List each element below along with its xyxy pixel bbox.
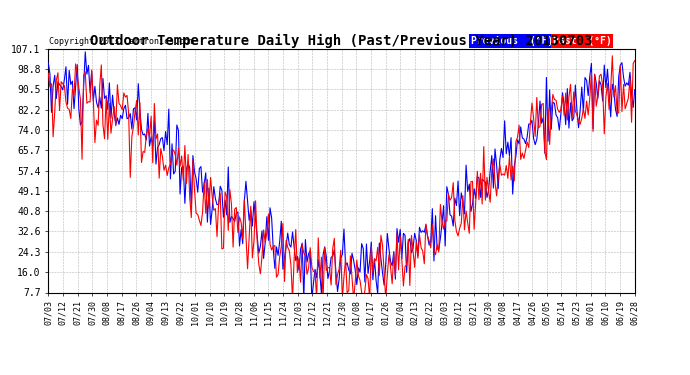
Text: Previous  (°F): Previous (°F) <box>471 36 553 46</box>
Title: Outdoor Temperature Daily High (Past/Previous Year) 20130703: Outdoor Temperature Daily High (Past/Pre… <box>90 33 593 48</box>
Text: Copyright 2013 Cartronics.com: Copyright 2013 Cartronics.com <box>49 38 194 46</box>
Text: Past  (°F): Past (°F) <box>553 36 611 46</box>
